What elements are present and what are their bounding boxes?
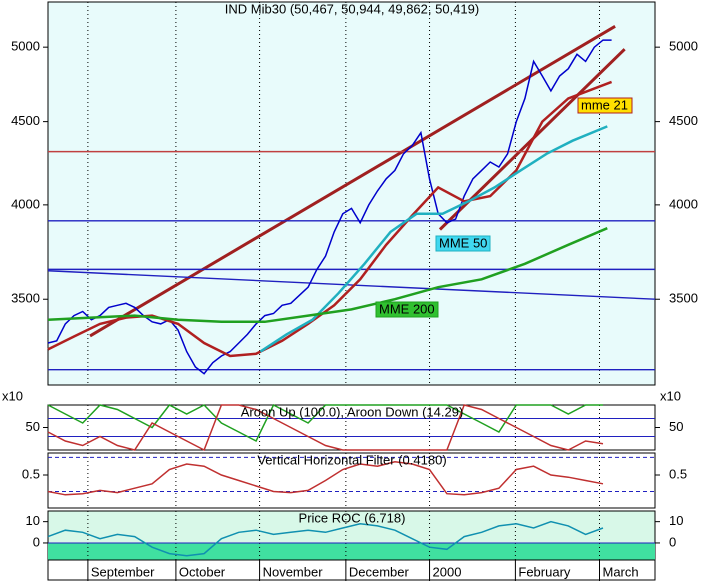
- panel-title: Price ROC (6.718): [299, 510, 406, 525]
- trend-line: [89, 24, 616, 338]
- x-axis-band: [47, 559, 656, 581]
- y-tick-label: 5000: [11, 39, 40, 54]
- negative-band: [48, 542, 655, 560]
- y-tick-label: 0: [33, 534, 40, 549]
- legend-box: [375, 301, 439, 318]
- scale-label: x10: [2, 388, 23, 403]
- series-line: [47, 39, 612, 375]
- x-tick-label: February: [518, 564, 571, 579]
- series-line: [47, 403, 603, 443]
- y-tick-label: 3500: [11, 291, 40, 306]
- panel-background: [47, 1, 656, 386]
- y-tick-label: 4500: [669, 113, 698, 128]
- legend-label: mme 21: [581, 97, 628, 112]
- x-tick-label: December: [349, 564, 410, 579]
- y-tick-label: 4500: [11, 113, 40, 128]
- y-tick-label: 4000: [11, 196, 40, 211]
- legend-box: [435, 235, 491, 252]
- y-tick-label: 5000: [669, 39, 698, 54]
- series-line: [47, 227, 608, 324]
- panel-background: [47, 452, 656, 509]
- x-tick-label: October: [179, 564, 226, 579]
- trend-line: [47, 270, 656, 300]
- y-tick-label: 3500: [669, 291, 698, 306]
- panel-title: IND Mib30 (50,467, 50,944, 49,862, 50,41…: [225, 1, 479, 16]
- series-line: [47, 520, 604, 557]
- y-tick-label: 4000: [669, 196, 698, 211]
- y-tick-label: 50: [26, 419, 40, 434]
- legend-label: MME 200: [379, 301, 435, 316]
- x-tick-label: 2000: [433, 564, 462, 579]
- x-tick-label: September: [91, 564, 155, 579]
- x-tick-label: November: [263, 564, 324, 579]
- series-line: [47, 404, 604, 452]
- y-tick-label: 0.5: [669, 466, 687, 481]
- legend-box: [577, 97, 633, 114]
- legend-label: MME 50: [439, 235, 487, 250]
- y-tick-label: 0.5: [22, 466, 40, 481]
- y-tick-label: 10: [26, 513, 40, 528]
- x-tick-label: March: [603, 564, 639, 579]
- series-line: [47, 461, 604, 496]
- panel-title: Vertical Horizontal Filter (0.4180): [257, 452, 446, 467]
- scale-label: x10: [660, 388, 681, 403]
- y-tick-label: 0: [669, 534, 676, 549]
- y-tick-label: 50: [669, 419, 683, 434]
- panel-title: Aroon Up (100.0), Aroon Down (14.29): [241, 404, 464, 419]
- y-tick-label: 10: [669, 513, 683, 528]
